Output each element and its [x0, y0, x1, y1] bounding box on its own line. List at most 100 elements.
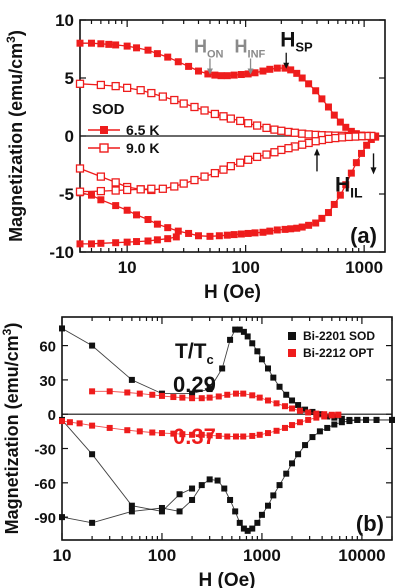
- data-point: [262, 150, 271, 159]
- data-point: [190, 175, 199, 185]
- data-point: [97, 239, 105, 247]
- data-point: [158, 184, 167, 193]
- data-point: [305, 409, 312, 416]
- data-point: [124, 427, 131, 434]
- data-point: [251, 229, 259, 237]
- data-point: [189, 395, 196, 402]
- data-point: [236, 326, 243, 333]
- data-point: [373, 416, 380, 423]
- data-point: [244, 229, 252, 237]
- data-point: [144, 216, 152, 224]
- data-point: [232, 508, 239, 515]
- data-point: [289, 405, 296, 412]
- y-tick-label: 30: [39, 373, 56, 390]
- legend-label: Bi-2201 SOD: [303, 329, 375, 343]
- data-point: [226, 114, 235, 123]
- data-point: [215, 432, 222, 439]
- data-point: [265, 397, 272, 404]
- data-point: [223, 231, 231, 239]
- data-point: [335, 411, 342, 418]
- data-point: [189, 496, 196, 503]
- data-point: [158, 392, 165, 399]
- data-point: [111, 81, 120, 91]
- data-point: [210, 168, 220, 178]
- data-point: [221, 485, 228, 492]
- y-tick-label: 10: [55, 11, 74, 30]
- data-point: [270, 492, 277, 499]
- data-point: [262, 123, 271, 133]
- data-point: [256, 394, 263, 401]
- data-point: [273, 226, 281, 234]
- data-point: [176, 508, 183, 515]
- x-tick-label: 1000: [345, 258, 383, 277]
- data-point: [337, 133, 347, 142]
- y-tick-label: 0: [48, 407, 56, 424]
- data-point: [249, 340, 256, 347]
- data-point: [244, 333, 251, 340]
- data-point: [330, 111, 338, 119]
- data-point: [136, 390, 143, 397]
- data-point: [273, 400, 280, 407]
- data-point: [214, 477, 221, 484]
- data-point: [211, 71, 219, 79]
- data-point: [153, 220, 161, 228]
- data-point: [281, 403, 288, 410]
- data-point: [200, 106, 209, 115]
- data-point: [210, 109, 220, 119]
- x-tick-label: 100: [148, 546, 176, 565]
- data-point: [97, 40, 105, 48]
- data-point: [305, 80, 313, 88]
- data-point: [251, 69, 259, 77]
- data-point: [236, 519, 243, 526]
- series-6-5-k: [76, 39, 380, 248]
- data-point: [230, 71, 238, 79]
- data-point: [179, 431, 186, 438]
- data-point: [304, 130, 313, 139]
- y-axis-label: Magnetization (emu/cm3): [0, 323, 22, 535]
- data-point: [164, 235, 172, 243]
- data-point: [295, 451, 302, 458]
- data-point: [96, 172, 106, 181]
- data-point: [352, 159, 360, 167]
- panel-b: 10 100 1000 10000 -90 -60 -30 0 30 60 H (Oe) Magnet…: [0, 316, 395, 588]
- data-point: [298, 74, 306, 82]
- data-point: [258, 356, 265, 363]
- data-point: [273, 64, 281, 72]
- data-point: [219, 365, 226, 372]
- data-point: [179, 99, 188, 108]
- data-point: [136, 86, 145, 95]
- data-point: [270, 374, 277, 381]
- data-point: [206, 476, 213, 483]
- data-point: [289, 460, 296, 467]
- data-point: [112, 239, 120, 247]
- series-line: [79, 135, 372, 191]
- data-point: [302, 442, 309, 449]
- data-point: [149, 429, 156, 436]
- data-point: [179, 179, 188, 188]
- data-point: [328, 411, 335, 418]
- data-point: [318, 95, 326, 103]
- data-point: [153, 236, 161, 244]
- x-axis-label: H (Oe): [204, 282, 261, 303]
- data-point: [237, 230, 245, 238]
- data-point: [237, 71, 245, 79]
- data-point: [75, 187, 85, 196]
- data-point: [293, 224, 301, 232]
- data-point: [87, 39, 95, 47]
- legend-marker: [288, 349, 296, 357]
- data-point: [283, 470, 290, 477]
- data-point: [265, 430, 272, 437]
- data-point: [224, 433, 231, 440]
- data-point: [219, 112, 228, 121]
- data-point: [312, 87, 320, 95]
- data-point: [179, 394, 186, 401]
- data-point: [59, 514, 65, 521]
- data-point: [128, 376, 135, 383]
- data-point: [217, 72, 225, 80]
- x-tick-label: 1000: [243, 546, 281, 565]
- data-point: [215, 393, 222, 400]
- data-point: [342, 123, 350, 131]
- data-point: [305, 416, 312, 423]
- data-point: [336, 191, 344, 199]
- data-point: [244, 70, 252, 78]
